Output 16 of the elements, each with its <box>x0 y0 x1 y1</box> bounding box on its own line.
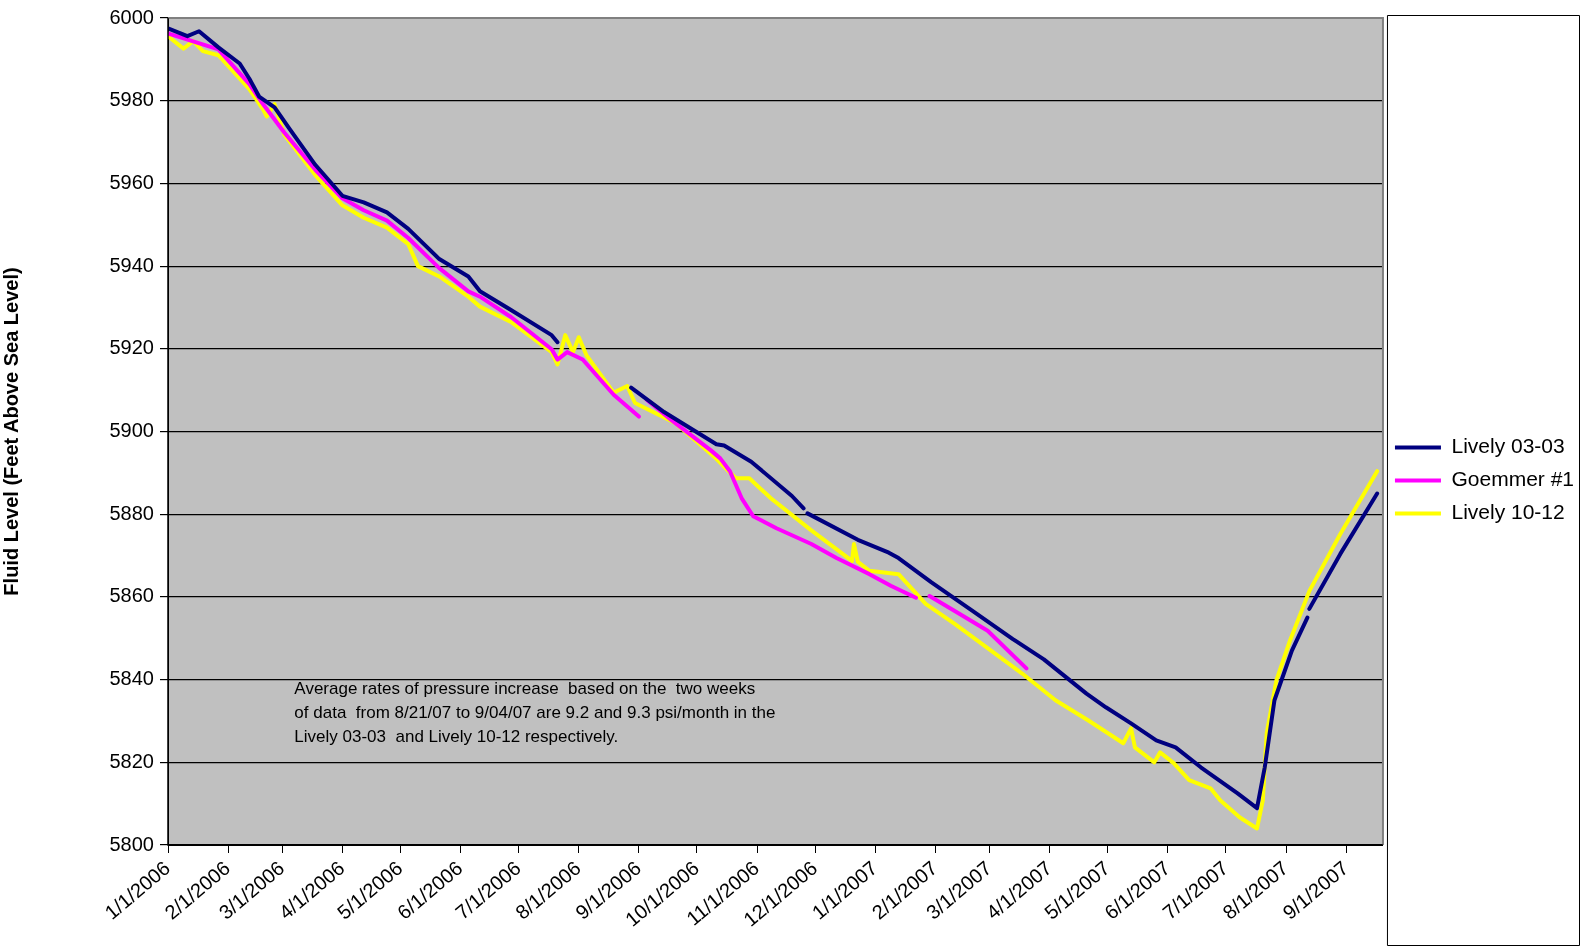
y-tick-label: 6000 <box>109 5 154 28</box>
y-tick-label: 5880 <box>109 501 154 524</box>
y-tick-label: 5900 <box>109 419 154 442</box>
y-tick-label: 5840 <box>109 667 154 690</box>
y-tick-label: 5940 <box>109 253 154 276</box>
y-tick-label: 5960 <box>109 170 154 193</box>
legend-label: Lively 10-12 <box>1451 500 1565 524</box>
y-tick-label: 5920 <box>109 336 154 359</box>
y-tick-label: 5980 <box>109 88 154 111</box>
y-axis-title: Fluid Level (Feet Above Sea Level) <box>0 267 22 596</box>
legend-label: Lively 03-03 <box>1451 434 1565 458</box>
annotation: Average rates of pressure increase based on the two weeks of data from 8/21/07 to 9/04/07 are 9.2 and 9.3 psi/month in the Lively 03-03 and Lively 10-12 respectively. <box>294 679 776 747</box>
y-tick-label: 5820 <box>109 749 154 772</box>
y-tick-label: 5800 <box>109 832 154 855</box>
legend-label: Goemmer #1 <box>1451 467 1574 491</box>
y-tick-label: 5860 <box>109 584 154 607</box>
